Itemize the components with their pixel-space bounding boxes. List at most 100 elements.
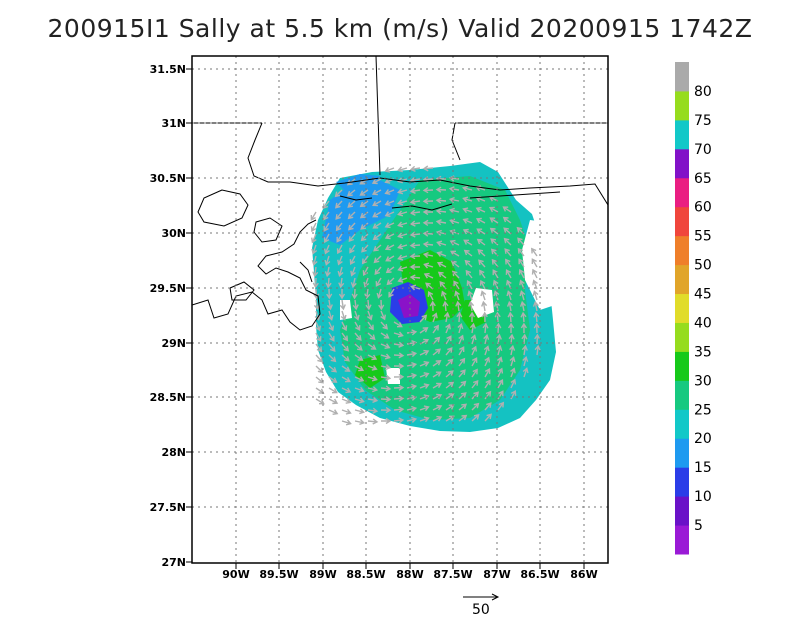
- wind-arrow: [367, 407, 379, 414]
- colorbar-label: 15: [694, 460, 712, 476]
- wind-arrow: [373, 255, 382, 264]
- wind-arrow: [328, 332, 335, 342]
- wind-arrow: [422, 198, 434, 205]
- wind-arrow: [393, 395, 405, 402]
- wind-arrow: [518, 268, 525, 279]
- wind-arrow: [384, 244, 395, 251]
- wind-arrow: [341, 408, 352, 415]
- wind-arrow: [397, 232, 408, 239]
- wind-arrow: [347, 222, 356, 231]
- wind-arrow: [409, 209, 421, 216]
- wind-arrow: [436, 261, 447, 268]
- wind-arrow: [354, 408, 365, 415]
- wind-arrow: [397, 254, 408, 261]
- colorbar-label: 75: [694, 113, 712, 129]
- wind-arrow: [462, 207, 473, 214]
- wind-arrow: [522, 367, 529, 378]
- wind-arrow: [464, 259, 473, 268]
- wind-arrow: [436, 251, 447, 257]
- wind-arrow: [380, 396, 392, 403]
- colorbar-segment: [675, 409, 689, 439]
- wind-arrow: [328, 376, 338, 383]
- wind-arrow: [353, 310, 360, 321]
- wind-arrow: [367, 386, 379, 393]
- wind-arrow: [315, 365, 324, 374]
- wind-arrow: [510, 367, 516, 378]
- wind-arrow: [311, 233, 317, 244]
- wind-arrow: [326, 299, 333, 311]
- wind-arrow: [393, 352, 405, 359]
- wind-arrow: [384, 189, 395, 195]
- wind-arrow: [435, 208, 447, 215]
- wind-arrow: [469, 322, 476, 334]
- wind-arrow: [419, 405, 430, 412]
- wind-arrow: [471, 345, 477, 356]
- wind-arrow: [455, 300, 462, 312]
- wind-arrow: [409, 231, 421, 238]
- wind-arrow: [471, 357, 478, 367]
- lat-tick-label: 30N: [161, 227, 186, 240]
- wind-arrow: [397, 199, 408, 206]
- wind-arrow: [393, 406, 405, 413]
- wind-arrow: [341, 332, 349, 342]
- colorbar-label: 55: [694, 229, 712, 245]
- wind-arrow: [397, 210, 408, 217]
- reference-vector-label: 50: [472, 602, 490, 618]
- colorbar-segment: [675, 119, 689, 150]
- colorbar-segment: [675, 496, 689, 526]
- wind-arrow: [422, 230, 434, 237]
- wind-arrow: [310, 211, 317, 221]
- al-line: [451, 122, 461, 161]
- wind-arrow: [372, 222, 382, 229]
- lake-pontchartrain: [197, 189, 249, 227]
- wind-arrow: [432, 393, 443, 400]
- wind-arrow: [419, 394, 430, 401]
- wind-arrow: [315, 387, 325, 394]
- wind-arrow: [341, 321, 348, 332]
- wind-arrow: [451, 270, 460, 279]
- wind-arrow: [406, 416, 418, 423]
- chart-title: 200915I1 Sally at 5.5 km (m/s) Valid 202…: [47, 14, 753, 43]
- wind-arrow: [462, 196, 473, 203]
- wind-arrow: [393, 321, 403, 328]
- wind-arrow: [484, 379, 491, 389]
- wind-arrow: [471, 379, 479, 389]
- wind-arrow: [448, 196, 460, 204]
- wind-arrow: [519, 290, 526, 301]
- wind-arrow: [341, 343, 350, 352]
- wind-arrow: [445, 370, 454, 378]
- wind-arrow: [393, 341, 405, 348]
- wind-arrow: [409, 253, 421, 260]
- wind-arrow: [371, 178, 382, 185]
- lon-tick-label: 87W: [483, 568, 510, 581]
- wind-arrow: [364, 288, 371, 300]
- wind-arrow: [354, 332, 362, 341]
- wind-arrow: [521, 333, 528, 345]
- wind-arrow: [393, 373, 405, 380]
- wind-arrow: [336, 244, 343, 255]
- wind-arrow: [367, 365, 378, 371]
- wind-arrow: [328, 354, 337, 363]
- wind-arrow: [324, 244, 330, 255]
- wind-arrow: [361, 255, 369, 265]
- colorbar-segment: [675, 351, 689, 381]
- wind-arrow: [497, 401, 505, 411]
- wind-arrow: [372, 200, 382, 207]
- lat-tick-label: 27.5N: [150, 501, 186, 514]
- wind-arrow: [456, 311, 463, 323]
- wind-arrow: [502, 216, 512, 224]
- wind-arrow: [531, 268, 538, 279]
- wind-arrow: [448, 186, 460, 193]
- wind-arrow: [484, 368, 491, 378]
- wind-arrow: [518, 258, 525, 268]
- wind-arrow: [432, 382, 442, 389]
- reference-vector: 50: [463, 593, 500, 618]
- wind-arrow: [532, 279, 538, 290]
- wind-arrow: [423, 262, 434, 269]
- wind-arrow: [419, 372, 430, 378]
- wind-arrow: [327, 310, 334, 321]
- wind-arrow: [365, 299, 372, 311]
- lat-tick-label: 27N: [161, 556, 186, 569]
- wind-arrow: [315, 332, 322, 342]
- wind-arrow: [328, 343, 336, 353]
